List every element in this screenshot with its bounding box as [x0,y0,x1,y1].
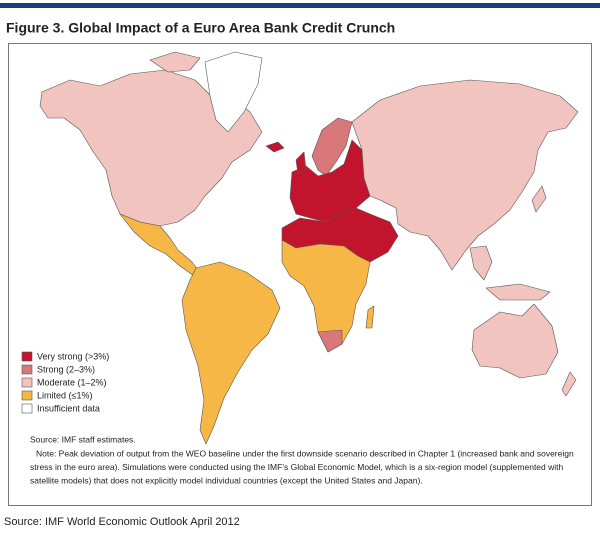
legend-swatch [21,390,33,401]
iceland [265,141,285,153]
greenland [204,51,263,133]
scandinavia [311,117,353,177]
legend-label: Insufficient data [37,403,100,413]
legend-label: Strong (2–3%) [37,364,95,374]
world-map [39,51,579,445]
note-line: Note: Peak deviation of output from the … [36,448,574,458]
australia [471,303,559,379]
sub-saharan-africa [281,239,371,353]
new-zealand [561,371,577,397]
legend-swatch [21,364,33,375]
madagascar [365,305,375,329]
frame [8,43,592,506]
legend-swatch [21,351,33,362]
legend-label: Limited (≤1%) [37,390,92,400]
south-africa [317,329,343,353]
notes: Source: IMF staff estimates. Note: Peak … [30,434,574,485]
note-line: stress in the euro area). Simulations we… [30,462,564,472]
british-isles [295,151,307,175]
north-america [39,69,263,227]
arctic-islands [149,51,201,73]
figure-title: Figure 3. Global Impact of a Euro Area B… [6,20,395,36]
source-note: Source: IMF staff estimates. [30,434,136,444]
legend-label: Moderate (1–2%) [37,377,107,387]
legend-swatch [21,377,33,388]
southeast-asia [469,245,551,301]
top-rule [0,3,600,8]
legend: Very strong (>3%) Strong (2–3%) Moderate (… [21,351,109,414]
south-america [181,261,281,445]
footer-source: Source: IMF World Economic Outlook April… [4,516,240,528]
asia [351,79,579,271]
legend-label: Very strong (>3%) [37,351,109,361]
note-line: satellite models) that does not explicit… [30,475,423,485]
legend-swatch [21,403,33,414]
japan [531,185,547,213]
